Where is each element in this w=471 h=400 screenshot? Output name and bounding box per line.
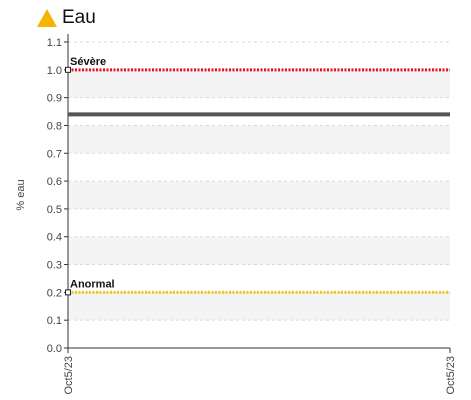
y-tick-label: 0.5 [47,204,62,216]
y-tick-label: 1.0 [47,65,62,77]
plot-band [68,292,450,321]
y-tick-label: 0.4 [47,232,62,244]
y-tick-label: 1.1 [47,37,62,49]
plot-band [68,264,450,293]
plot-band [68,320,450,348]
x-tick-label: Oct5/23 [445,356,457,395]
plot-band [68,236,450,265]
y-tick-label: 0.0 [47,343,62,355]
y-tick-label: 0.8 [47,120,62,132]
plot-band [68,42,450,70]
plot-band [68,181,450,209]
threshold-marker [65,66,71,73]
threshold-label: Sévère [70,56,106,68]
plot-band [68,69,450,98]
plot-band [68,125,450,154]
y-tick-label: 0.2 [47,287,62,299]
y-axis-label: % eau [15,179,27,210]
threshold-marker [65,289,71,296]
x-tick-label: Oct5/23 [63,356,75,395]
plot-band [68,97,450,126]
chart-header: Eau [36,6,96,30]
threshold-label: Anormal [70,278,115,290]
warning-triangle-icon [36,8,58,28]
plot-band [68,153,450,182]
y-tick-label: 0.7 [47,148,62,160]
y-tick-label: 0.3 [47,260,62,272]
y-tick-label: 0.9 [47,93,62,105]
y-tick-label: 0.1 [47,315,62,327]
y-tick-label: 0.6 [47,176,62,188]
chart-title: Eau [62,7,96,28]
plot-band [68,208,450,237]
